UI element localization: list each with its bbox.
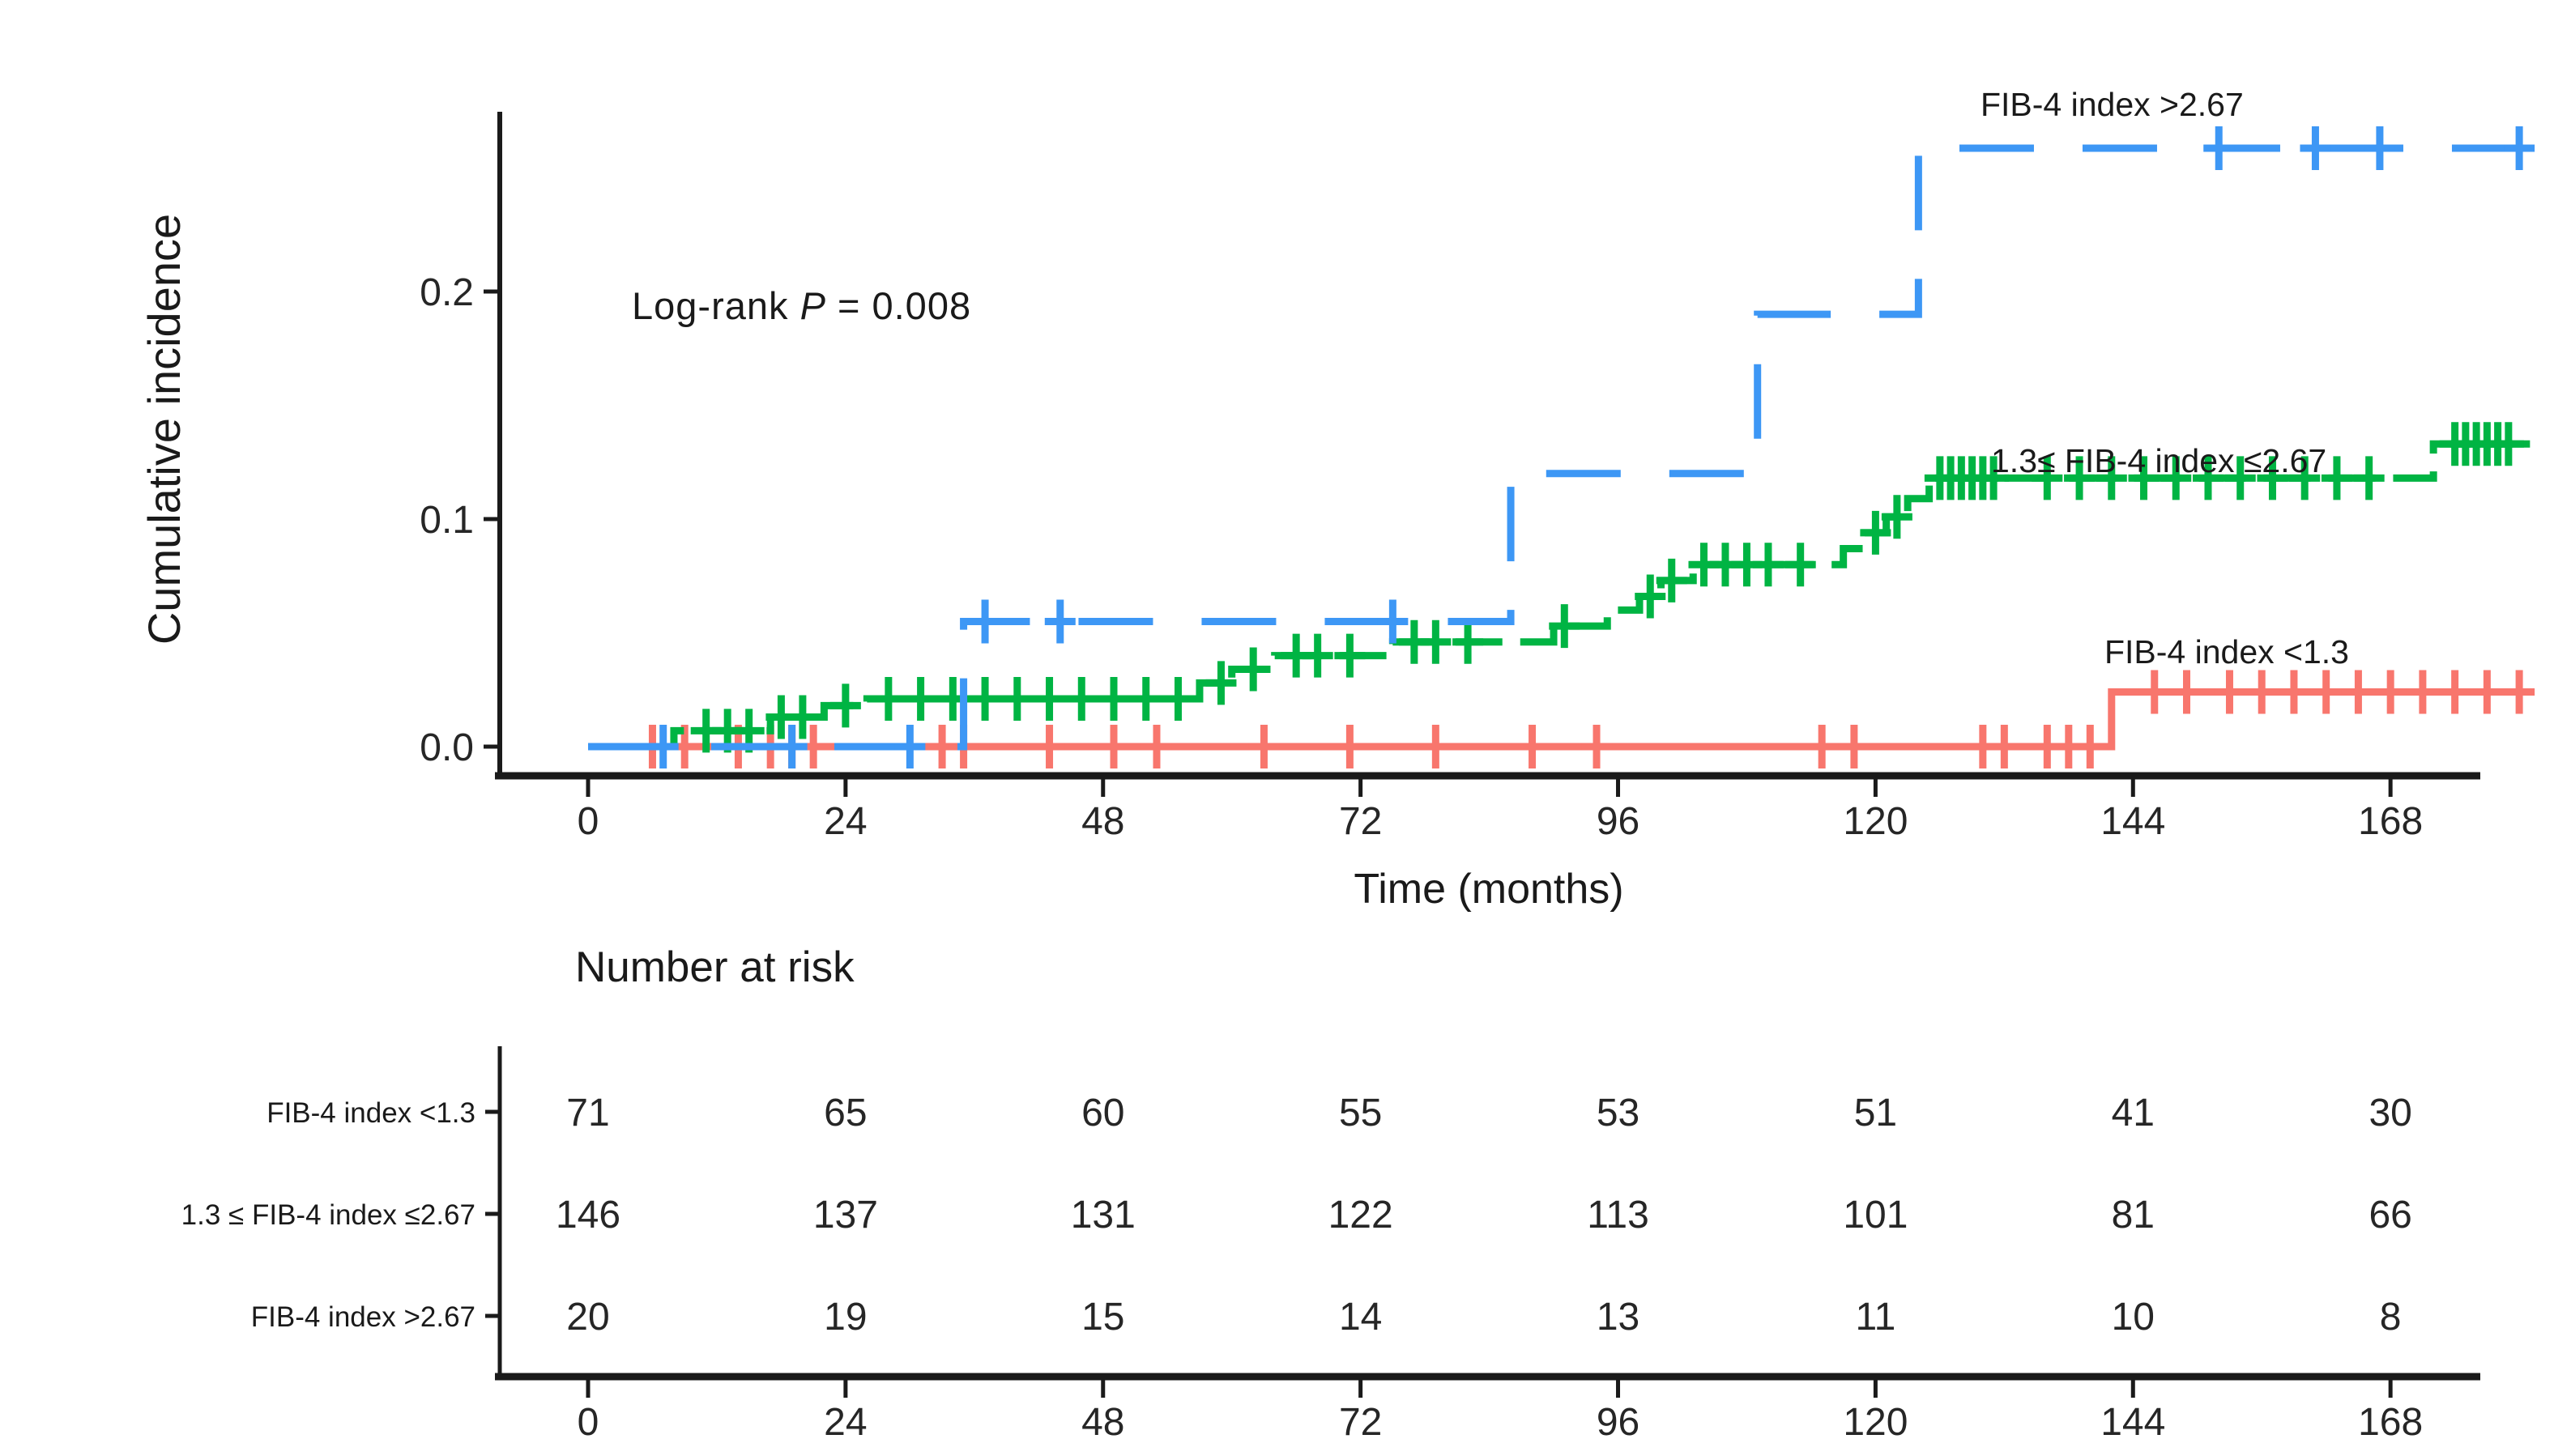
x-tick-label: 72 <box>1339 800 1382 843</box>
logrank-annotation: Log-rank P = 0.008 <box>632 283 971 328</box>
risk-count: 15 <box>1081 1296 1124 1339</box>
logrank-prefix: Log-rank <box>632 284 800 327</box>
curve-label-fib4-mid: 1.3≤ FIB-4 index ≤2.67 <box>1991 442 2327 479</box>
risk-count: 71 <box>566 1092 609 1135</box>
risk-count: 113 <box>1587 1194 1649 1237</box>
risk-count: 60 <box>1081 1092 1124 1135</box>
risk-count: 10 <box>2112 1296 2155 1339</box>
risk-time-label: 120 <box>1843 1401 1908 1444</box>
x-tick-label: 168 <box>2358 800 2423 843</box>
risk-count: 8 <box>2380 1296 2402 1339</box>
logrank-value: = 0.008 <box>825 284 972 327</box>
curve-label-fib4-low: FIB-4 index <1.3 <box>2104 633 2349 671</box>
y-axis-title: Cumulative incidence <box>139 213 190 645</box>
risk-count: 14 <box>1339 1296 1382 1339</box>
risk-count: 30 <box>2369 1092 2411 1135</box>
x-tick-label: 48 <box>1081 800 1124 843</box>
risk-time-label: 0 <box>578 1401 599 1444</box>
curve-label-fib4-high: FIB-4 index >2.67 <box>1981 86 2244 123</box>
risk-count: 41 <box>2112 1092 2155 1135</box>
logrank-p-symbol: P <box>799 284 826 327</box>
number-at-risk-header: Number at risk <box>575 943 855 991</box>
risk-count: 19 <box>824 1296 867 1339</box>
x-axis-title: Time (months) <box>1354 866 1624 913</box>
risk-count: 137 <box>813 1194 878 1237</box>
x-tick-label: 96 <box>1597 800 1639 843</box>
x-tick-label: 144 <box>2100 800 2165 843</box>
risk-count: 66 <box>2369 1194 2411 1237</box>
risk-count: 101 <box>1843 1194 1908 1237</box>
risk-time-label: 72 <box>1339 1401 1382 1444</box>
y-tick-label: 0.2 <box>420 271 474 314</box>
risk-count: 13 <box>1597 1296 1639 1339</box>
risk-row-label: 1.3 ≤ FIB-4 index ≤2.67 <box>181 1199 475 1231</box>
risk-time-label: 96 <box>1597 1401 1639 1444</box>
risk-row-label: FIB-4 index >2.67 <box>251 1301 475 1333</box>
risk-time-label: 144 <box>2100 1401 2165 1444</box>
y-tick-label: 0.1 <box>420 499 474 542</box>
risk-count: 20 <box>566 1296 609 1339</box>
risk-time-label: 24 <box>824 1401 867 1444</box>
risk-count: 11 <box>1855 1296 1895 1339</box>
x-tick-label: 0 <box>578 800 599 843</box>
risk-count: 65 <box>824 1092 867 1135</box>
y-tick-label: 0.0 <box>420 726 474 769</box>
x-tick-label: 120 <box>1843 800 1908 843</box>
risk-time-label: 168 <box>2358 1401 2423 1444</box>
risk-row-label: FIB-4 index <1.3 <box>266 1097 475 1129</box>
risk-count: 122 <box>1328 1194 1393 1237</box>
risk-count: 146 <box>556 1194 620 1237</box>
risk-count: 53 <box>1597 1092 1639 1135</box>
risk-count: 55 <box>1339 1092 1382 1135</box>
risk-count: 131 <box>1071 1194 1136 1237</box>
survival-curve-2 <box>588 144 2531 751</box>
risk-count: 51 <box>1854 1092 1897 1135</box>
x-tick-label: 24 <box>824 800 867 843</box>
risk-time-label: 48 <box>1081 1401 1124 1444</box>
risk-count: 81 <box>2112 1194 2155 1237</box>
